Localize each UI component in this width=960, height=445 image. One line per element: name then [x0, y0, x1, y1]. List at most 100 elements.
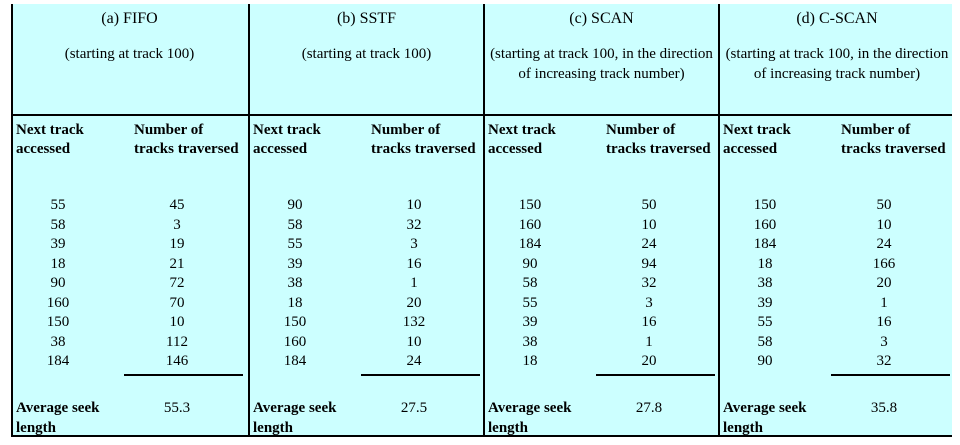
tracks-traversed-cell: 19 [169, 236, 185, 252]
tracks-traversed-cell: 21 [169, 255, 185, 272]
tracks-traversed-cell: 16 [406, 255, 422, 272]
column-header-tracks-traversed: Number of tracks traversed [371, 122, 476, 157]
next-track-cell: 160 [283, 333, 307, 350]
panel-scan: (c) SCAN (starting at track 100, in the d… [483, 4, 718, 437]
next-track-cell: 150 [283, 314, 307, 330]
panel-title: (c) SCAN [569, 10, 634, 27]
next-track-cell: 184 [753, 236, 777, 252]
panel-title: (a) FIFO [101, 10, 158, 27]
tracks-traversed-cell: 3 [173, 216, 181, 233]
average-seek-label: Average seek length [253, 400, 337, 436]
column-header-tracks-traversed: Number of tracks traversed [841, 122, 946, 157]
sum-underline [124, 374, 243, 376]
tracks-traversed-cell: 16 [876, 314, 892, 330]
tracks-traversed-cell: 70 [169, 294, 185, 311]
column-header-tracks-traversed: Number of tracks traversed [134, 122, 239, 157]
tracks-traversed-cell: 50 [876, 197, 892, 213]
disk-scheduling-table: (a) FIFO (starting at track 100) Next trac… [11, 4, 952, 437]
next-track-cell: 184 [46, 353, 70, 369]
tracks-traversed-cell: 10 [406, 197, 422, 213]
sum-underline [361, 374, 480, 376]
panel-subtitle: (starting at track 100) [64, 46, 195, 62]
next-track-cell: 160 [518, 216, 542, 233]
tracks-traversed-cell: 10 [406, 333, 422, 350]
next-track-cell: 58 [50, 216, 66, 233]
tracks-traversed-cell: 166 [872, 255, 896, 272]
tracks-traversed-cell: 50 [641, 197, 657, 213]
tracks-traversed-cell: 146 [165, 353, 189, 369]
average-seek-label: Average seek length [488, 400, 572, 436]
sum-underline [831, 374, 950, 376]
next-track-cell: 58 [287, 216, 303, 233]
panel-subtitle: (starting at track 100, in the direction… [490, 46, 713, 82]
tracks-traversed-cell: 16 [641, 314, 657, 330]
panel-sstf: (b) SSTF (starting at track 100) Next trac… [248, 4, 483, 437]
next-track-cell: 38 [50, 333, 66, 350]
next-track-cell: 55 [50, 197, 66, 213]
tracks-traversed-cell: 20 [406, 294, 422, 311]
average-seek-value: 27.8 [635, 400, 663, 416]
tracks-traversed-cell: 24 [406, 353, 422, 369]
next-track-cell: 39 [50, 236, 66, 252]
column-header-next-track: Next track accessed [16, 122, 84, 157]
panel-subtitle: (starting at track 100) [301, 46, 432, 62]
average-seek-label: Average seek length [16, 400, 100, 436]
tracks-traversed-cell: 24 [641, 236, 657, 252]
next-track-cell: 160 [46, 294, 70, 311]
next-track-cell: 18 [287, 294, 303, 311]
bottom-border [13, 435, 952, 437]
next-track-cell: 58 [757, 333, 773, 350]
next-track-cell: 150 [753, 197, 777, 213]
next-track-cell: 39 [522, 314, 538, 330]
next-track-cell: 90 [522, 255, 538, 272]
next-track-cell: 38 [757, 275, 773, 291]
column-header-next-track: Next track accessed [253, 122, 321, 157]
tracks-traversed-cell: 72 [169, 275, 185, 291]
next-track-cell: 58 [522, 275, 538, 291]
tracks-traversed-cell: 10 [641, 216, 657, 233]
next-track-cell: 90 [50, 275, 66, 291]
next-track-cell: 18 [757, 255, 773, 272]
tracks-traversed-cell: 32 [406, 216, 422, 233]
tracks-traversed-cell: 32 [641, 275, 657, 291]
tracks-traversed-cell: 1 [645, 333, 653, 350]
next-track-cell: 39 [757, 294, 773, 311]
average-seek-value: 35.8 [870, 400, 898, 416]
next-track-cell: 184 [518, 236, 542, 252]
average-seek-value: 27.5 [400, 400, 428, 416]
next-track-cell: 55 [287, 236, 303, 252]
column-header-next-track: Next track accessed [488, 122, 556, 157]
next-track-cell: 150 [46, 314, 70, 330]
next-track-cell: 55 [522, 294, 538, 311]
tracks-traversed-cell: 1 [880, 294, 888, 311]
tracks-traversed-cell: 20 [876, 275, 892, 291]
panel-title: (b) SSTF [336, 10, 397, 27]
column-header-tracks-traversed: Number of tracks traversed [606, 122, 711, 157]
average-seek-value: 55.3 [163, 400, 191, 416]
panel-c-scan: (d) C-SCAN (starting at track 100, in the… [718, 4, 954, 437]
sum-underline [596, 374, 715, 376]
next-track-cell: 55 [757, 314, 773, 330]
next-track-cell: 38 [522, 333, 538, 350]
tracks-traversed-cell: 10 [876, 216, 892, 233]
tracks-traversed-cell: 45 [169, 197, 185, 213]
next-track-cell: 160 [753, 216, 777, 233]
tracks-traversed-cell: 132 [402, 314, 426, 330]
next-track-cell: 39 [287, 255, 303, 272]
tracks-traversed-cell: 20 [641, 353, 657, 369]
next-track-cell: 18 [50, 255, 66, 272]
tracks-traversed-cell: 3 [880, 333, 888, 350]
next-track-cell: 90 [287, 197, 303, 213]
panel-title: (d) C-SCAN [796, 10, 878, 27]
tracks-traversed-cell: 112 [166, 333, 188, 350]
tracks-traversed-cell: 3 [410, 236, 418, 252]
next-track-cell: 150 [518, 197, 542, 213]
next-track-cell: 38 [287, 275, 303, 291]
panel-subtitle: (starting at track 100, in the direction… [725, 46, 949, 82]
tracks-traversed-cell: 32 [876, 353, 892, 369]
tracks-traversed-cell: 24 [876, 236, 892, 252]
next-track-cell: 90 [757, 353, 773, 369]
panel-fifo: (a) FIFO (starting at track 100) Next trac… [13, 4, 246, 437]
column-header-next-track: Next track accessed [723, 122, 791, 157]
tracks-traversed-cell: 10 [169, 314, 185, 330]
